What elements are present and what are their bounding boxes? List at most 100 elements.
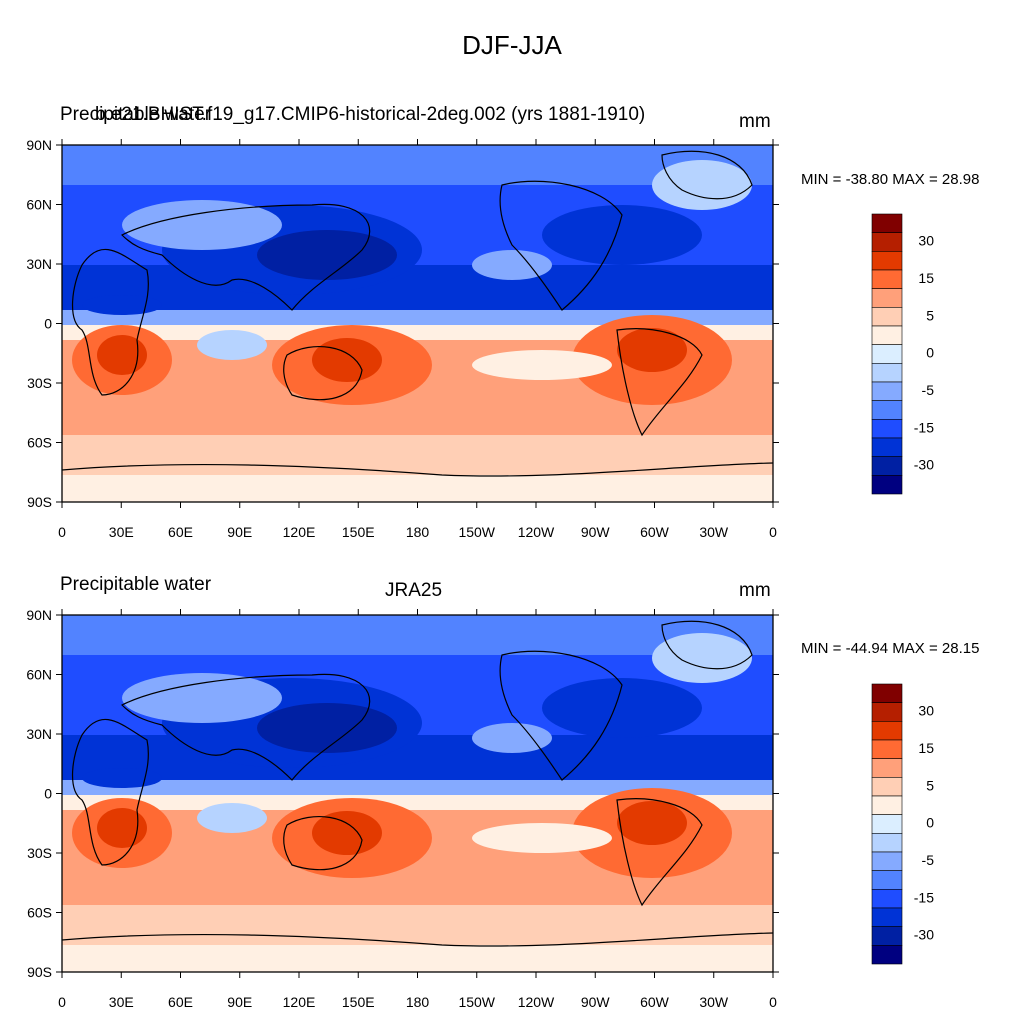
colorbar-swatch [871,945,903,965]
colorbar-swatch [871,814,903,834]
colorbar-swatch [871,777,903,797]
lat-label: 90N [26,137,52,153]
lon-label: 60W [640,994,670,1010]
lon-label: 90W [581,994,611,1010]
lon-label: 0 [769,524,777,540]
contour-band [62,475,773,502]
lat-label: 30S [27,845,52,861]
lon-label: 60W [640,524,670,540]
lat-label: 60N [26,667,52,683]
contour-region [257,230,397,280]
coastline [499,650,623,781]
panel-center-title: JRA25 [385,580,443,601]
colorbar-swatch [871,907,903,927]
coastline [71,248,149,396]
colorbar-swatch [871,889,903,909]
lat-label: 30N [26,726,52,742]
figure-title: DJF-JJA [462,30,562,60]
colorbar-label: 15 [918,740,934,756]
colorbar-label: -5 [922,382,935,398]
colorbar-label: 5 [926,307,934,323]
colorbar-label: -30 [914,457,934,473]
coastline [283,816,363,871]
coastline [499,180,623,311]
lat-label: 90N [26,607,52,623]
colorbar-swatch [871,721,903,741]
contour-region [82,295,162,315]
lat-label: 0 [44,786,52,802]
colorbar-swatch [871,851,903,871]
coastline [120,673,371,781]
coastline [616,328,703,437]
contour-region [652,633,752,683]
contour-region [472,350,612,380]
lat-label: 60N [26,197,52,213]
colorbar-label: 0 [926,815,934,831]
lon-label: 0 [769,994,777,1010]
contour-region [257,703,397,753]
contour-region [122,200,282,250]
coastline [71,718,149,866]
contour-region [82,768,162,788]
panel-units: mm [739,111,771,132]
lon-label: 30E [109,524,134,540]
colorbar-swatch [871,758,903,778]
contour-band [62,735,773,780]
lon-label: 30W [699,524,729,540]
contour-band [62,435,773,475]
colorbar-swatch [871,739,903,759]
contour-region [617,801,687,845]
colorbar-label: -15 [914,889,934,905]
panel-top: Precipitable water b.e21.BHIST.f19_g17.C… [0,0,1024,540]
colorbar-swatch [871,926,903,946]
lon-label: 180 [406,524,430,540]
contour-map: 90N 60N 30N 0 30S 60S 90S 0 30E 60E 90E 120E 150E 180… [26,137,935,540]
lon-label: 30W [699,994,729,1010]
panel-units: mm [739,580,771,601]
colorbar-swatch [871,870,903,890]
contour-region [312,811,382,855]
contour-band [62,310,773,325]
lat-label: 30N [26,256,52,272]
lon-label: 150W [458,524,495,540]
colorbar: 30 15 5 0 -5 -15 -30 [871,683,934,965]
colorbar-swatch [871,795,903,815]
contour-band [62,780,773,795]
lon-label: 90E [227,524,252,540]
lon-label: 120E [283,994,316,1010]
lon-label: 150W [458,994,495,1010]
contour-region [122,673,282,723]
contour-region [312,338,382,382]
lon-label: 60E [168,524,193,540]
lon-label: 30E [109,994,134,1010]
panel-center-title: b.e21.BHIST.f19_g17.CMIP6-historical-2de… [95,104,646,125]
colorbar-swatch [871,475,903,495]
contour-region [97,335,147,375]
lon-label: 150E [342,524,375,540]
coastline [62,932,773,947]
min-max-label: MIN = -44.94 MAX = 28.15 [801,640,980,657]
colorbar-label: 15 [918,270,934,286]
lon-label: 60E [168,994,193,1010]
min-max-label: MIN = -38.80 MAX = 28.98 [801,171,980,188]
coastline [661,620,753,670]
colorbar-label: -30 [914,927,934,943]
contour-region [617,328,687,372]
lon-label: 90W [581,524,611,540]
colorbar-label: 5 [926,777,934,793]
lat-label: 90S [27,964,52,980]
colorbar-swatch [871,833,903,853]
contour-region [542,678,702,738]
lon-label: 90E [227,994,252,1010]
lat-label: 90S [27,494,52,510]
lat-label: 30S [27,375,52,391]
coastlines [62,620,773,947]
panel-left-title: Precipitable water [60,104,212,125]
coastline [661,150,753,200]
lat-label: 0 [44,316,52,332]
lon-label: 180 [406,994,430,1010]
lon-label: 120E [283,524,316,540]
contour-fill [62,145,773,502]
lon-label: 120W [518,524,555,540]
